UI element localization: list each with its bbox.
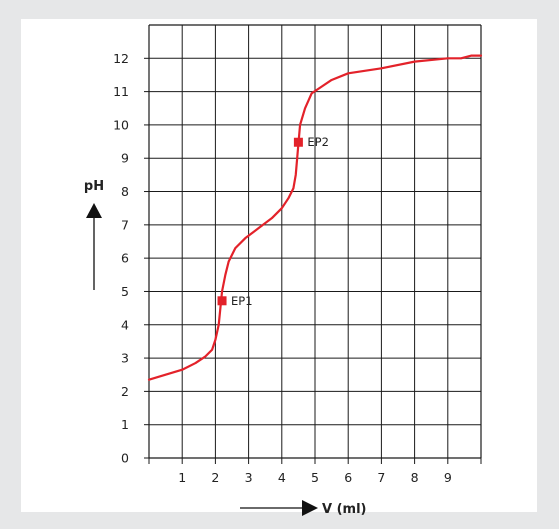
x-tick-label: 8 xyxy=(411,470,419,485)
x-tick-label: 7 xyxy=(377,470,385,485)
equivalence-point-marker xyxy=(293,137,303,147)
y-tick-label: 6 xyxy=(121,251,129,266)
x-tick-label: 1 xyxy=(178,470,186,485)
y-tick-label: 4 xyxy=(121,317,129,332)
y-tick-label: 3 xyxy=(121,351,129,366)
y-tick-label: 8 xyxy=(121,184,129,199)
grid-group xyxy=(148,24,482,459)
y-tick-label: 10 xyxy=(113,117,129,132)
y-axis-title: pH xyxy=(84,179,104,194)
x-tick-label: 2 xyxy=(211,470,219,485)
y-tick-label: 2 xyxy=(121,384,129,399)
x-axis-arrow-head xyxy=(302,500,318,516)
chart-panel xyxy=(21,19,537,512)
equivalence-point-marker xyxy=(217,296,227,306)
x-tick-label: 5 xyxy=(311,470,319,485)
x-tick-label: 6 xyxy=(344,470,352,485)
y-tick-label: 12 xyxy=(113,51,129,66)
y-tick-label: 9 xyxy=(121,151,129,166)
marker-group: EP1 EP2 xyxy=(217,135,329,308)
x-tick-label: 9 xyxy=(444,470,452,485)
y-tick-label: 7 xyxy=(121,217,129,232)
y-tick-label: 1 xyxy=(121,417,129,432)
equivalence-point-label: EP2 xyxy=(307,135,329,149)
equivalence-point-label: EP1 xyxy=(231,294,253,308)
y-tick-label: 5 xyxy=(121,284,129,299)
x-axis-title: V (ml) xyxy=(322,502,366,517)
titration-curve xyxy=(147,54,483,381)
x-tick-label: 3 xyxy=(245,470,253,485)
y-tick-label: 0 xyxy=(121,451,129,466)
y-axis-arrow-head xyxy=(86,203,102,218)
y-tick-label: 11 xyxy=(113,84,129,99)
x-tick-label: 4 xyxy=(278,470,286,485)
x-tick-labels: 1 2 3 4 5 6 7 8 9 xyxy=(178,470,452,485)
tick-group xyxy=(144,57,482,464)
